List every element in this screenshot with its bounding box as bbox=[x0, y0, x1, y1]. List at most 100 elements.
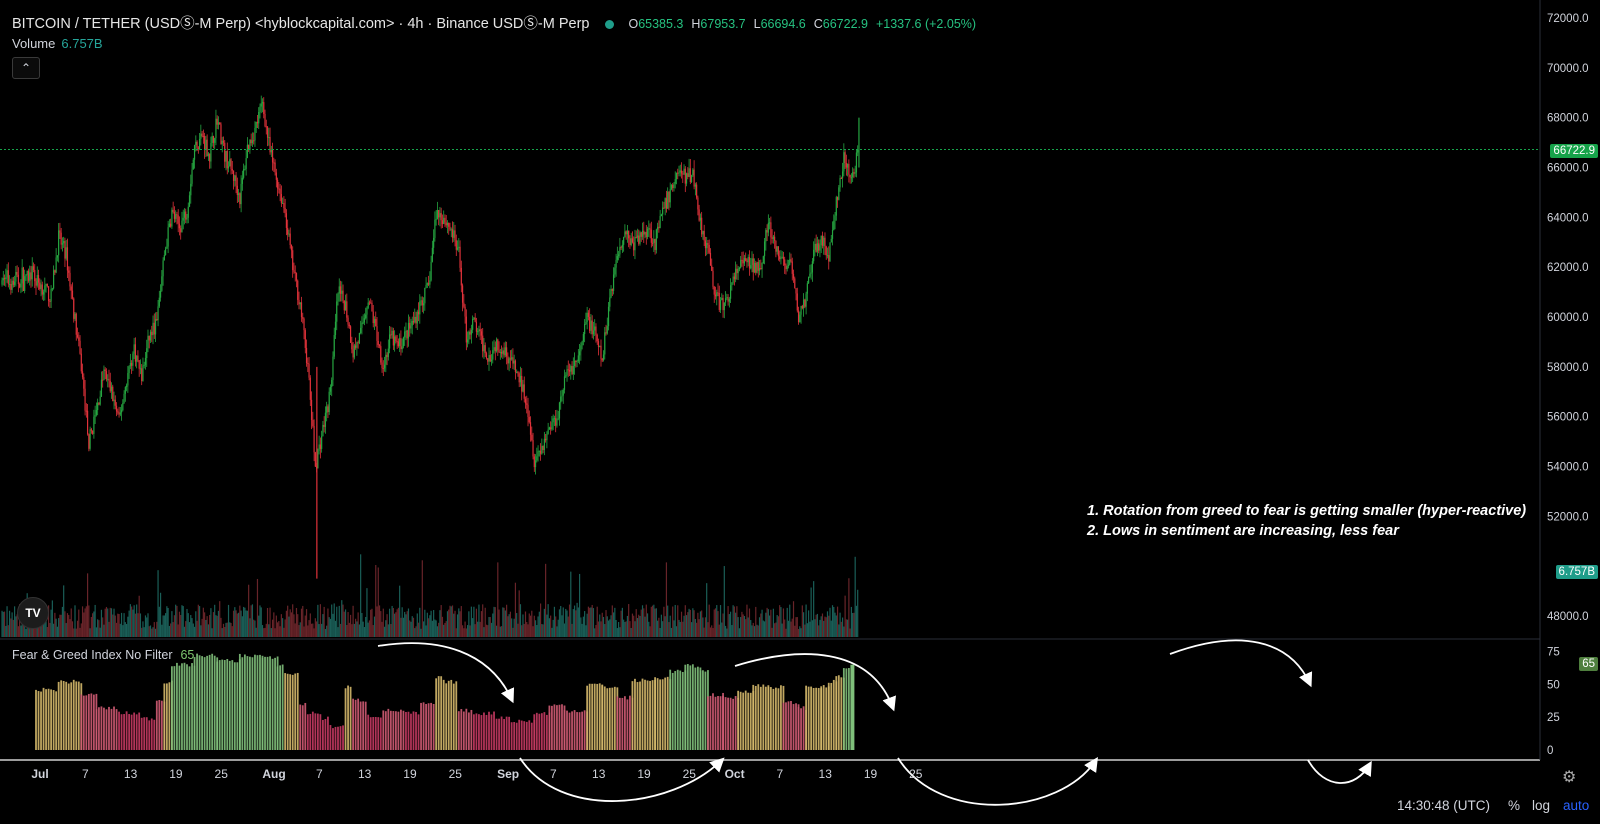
candle-body bbox=[118, 412, 120, 415]
candle-body bbox=[287, 227, 289, 235]
volume-bar bbox=[557, 619, 559, 637]
candle-body bbox=[105, 371, 108, 380]
volume-bar bbox=[599, 614, 601, 637]
symbol-title[interactable]: BITCOIN / TETHER (USDⓈ-M Perp) <hyblockc… bbox=[12, 16, 590, 32]
candle-body bbox=[390, 334, 392, 336]
fg-bar bbox=[213, 655, 216, 750]
volume-bar bbox=[308, 620, 310, 637]
candle-body bbox=[334, 321, 337, 336]
volume-bar bbox=[56, 626, 58, 637]
candle-body bbox=[470, 329, 472, 335]
volume-bar bbox=[618, 622, 620, 637]
fg-bar bbox=[480, 715, 483, 750]
candle-body bbox=[214, 138, 216, 143]
volume-bar bbox=[665, 562, 668, 637]
volume-legend[interactable]: Volume 6.757B bbox=[12, 36, 103, 51]
volume-bar bbox=[519, 604, 522, 637]
candle-body bbox=[313, 425, 315, 453]
volume-bar bbox=[302, 605, 304, 637]
volume-bar bbox=[371, 608, 373, 637]
candle-body bbox=[47, 286, 50, 301]
volume-bar bbox=[814, 619, 816, 637]
fg-bar bbox=[261, 657, 264, 750]
gear-icon[interactable]: ⚙ bbox=[1562, 769, 1577, 786]
candle-body bbox=[717, 292, 719, 294]
volume-bar bbox=[324, 628, 327, 637]
candle-body bbox=[50, 289, 52, 302]
candle-body bbox=[248, 144, 250, 150]
fg-bar bbox=[593, 683, 596, 750]
candle-body bbox=[628, 230, 630, 239]
volume-bar bbox=[635, 609, 637, 637]
volume-bar bbox=[165, 613, 167, 637]
fg-bar bbox=[601, 685, 604, 750]
fg-bar bbox=[377, 717, 380, 750]
volume-bar bbox=[512, 627, 514, 637]
candle-body bbox=[566, 369, 568, 376]
candle-body bbox=[575, 360, 577, 363]
volume-bar bbox=[404, 611, 406, 637]
candle-body bbox=[523, 384, 525, 399]
volume-bar bbox=[261, 625, 264, 637]
candle-body bbox=[219, 122, 221, 125]
candle-body bbox=[373, 318, 376, 324]
candle-body bbox=[385, 354, 387, 365]
volume-bar bbox=[117, 613, 119, 637]
volume-bar bbox=[841, 617, 844, 637]
percent-toggle[interactable]: % bbox=[1508, 798, 1521, 813]
fg-bar bbox=[100, 706, 103, 750]
indicator-legend[interactable]: Fear & Greed Index No Filter 65 bbox=[12, 648, 195, 662]
volume-bar bbox=[794, 625, 796, 637]
fg-bar bbox=[591, 683, 594, 750]
candle-body bbox=[298, 299, 300, 305]
candle-body bbox=[833, 220, 835, 230]
candle-body bbox=[377, 340, 379, 345]
volume-bar bbox=[180, 614, 182, 637]
candle-body bbox=[737, 268, 739, 274]
volume-bar bbox=[770, 609, 772, 637]
candle-body bbox=[243, 169, 245, 178]
volume-bar bbox=[460, 606, 462, 637]
candle-body bbox=[854, 172, 856, 174]
auto-toggle[interactable]: auto bbox=[1563, 798, 1590, 813]
volume-bar bbox=[382, 608, 384, 637]
volume-bar bbox=[237, 612, 240, 637]
candle-body bbox=[527, 404, 529, 417]
volume-bar bbox=[79, 627, 81, 637]
candle-body bbox=[714, 294, 717, 297]
candle-body bbox=[688, 168, 690, 177]
candle-body bbox=[197, 147, 199, 149]
clock-readout[interactable]: 14:30:48 (UTC) bbox=[1397, 798, 1491, 813]
volume-bar bbox=[436, 626, 439, 637]
candle-body bbox=[376, 326, 378, 341]
candle-body bbox=[336, 301, 338, 322]
chevron-up-icon[interactable]: ⌃ bbox=[12, 57, 40, 79]
volume-bar bbox=[470, 606, 472, 637]
candle-body bbox=[133, 344, 135, 354]
volume-bar bbox=[74, 605, 76, 637]
candle-body bbox=[412, 320, 415, 323]
candle-body bbox=[29, 272, 31, 281]
volume-bar bbox=[40, 619, 42, 637]
volume-bar bbox=[288, 616, 290, 637]
candle-body bbox=[440, 213, 442, 221]
candle-body bbox=[284, 208, 286, 214]
volume-bar bbox=[664, 616, 666, 637]
fg-bar bbox=[387, 708, 390, 750]
candle-body bbox=[186, 217, 188, 220]
candle-body bbox=[665, 198, 668, 209]
volume-bar bbox=[143, 627, 145, 637]
fg-bar bbox=[596, 683, 599, 750]
market-status-icon bbox=[605, 19, 615, 29]
volume-bar bbox=[197, 604, 199, 637]
volume-bar bbox=[546, 614, 548, 637]
log-toggle[interactable]: log bbox=[1532, 798, 1551, 813]
volume-bar bbox=[347, 612, 349, 637]
candle-body bbox=[163, 255, 165, 261]
tradingview-logo-icon[interactable]: TV bbox=[17, 597, 49, 629]
candle-body bbox=[674, 179, 676, 184]
volume-bar bbox=[358, 624, 360, 637]
candle-body bbox=[79, 340, 81, 354]
candle-body bbox=[115, 405, 118, 412]
